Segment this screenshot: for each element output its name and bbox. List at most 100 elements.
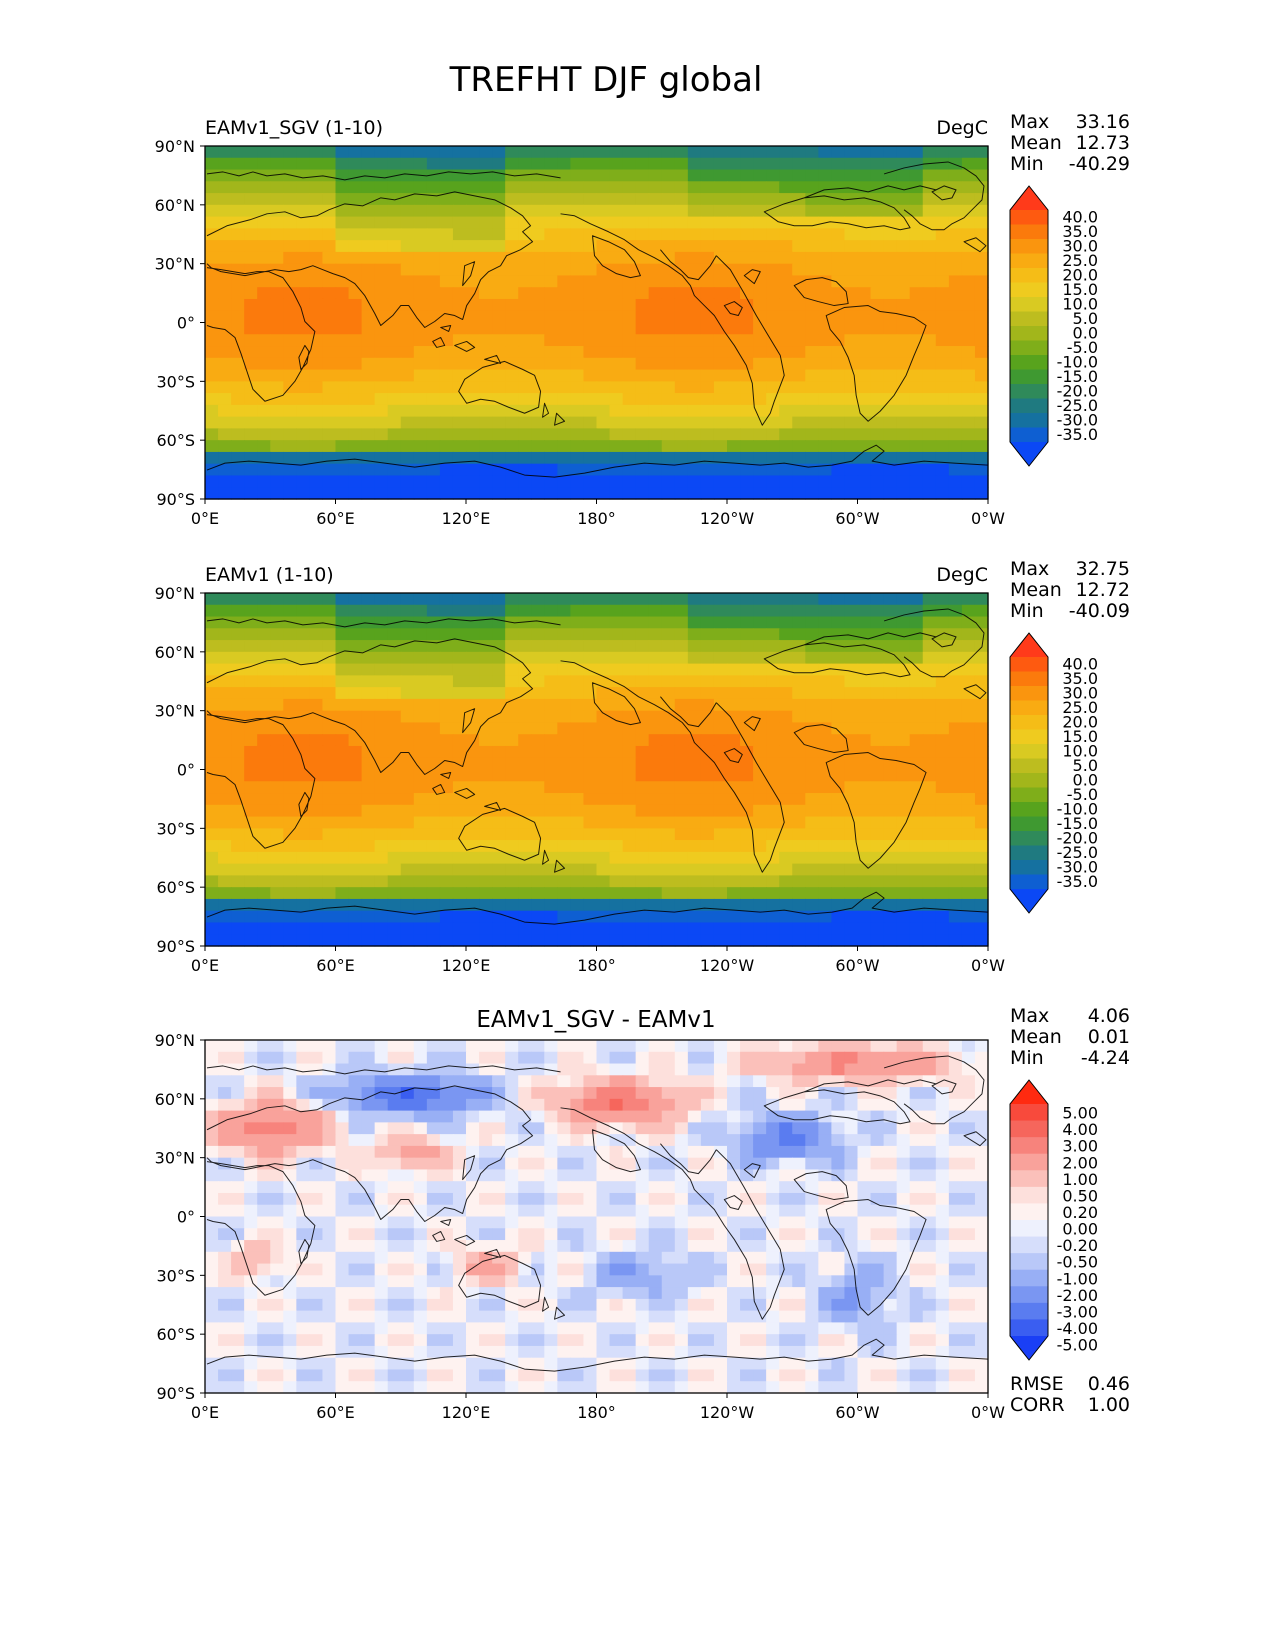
map-cell [257,781,271,794]
map-cell [544,898,558,912]
map-cell [557,334,571,347]
map-cell [452,1216,467,1229]
map-cell [792,346,806,359]
map-cell [713,804,728,818]
map-cell [583,428,598,441]
map-cell [231,675,245,688]
map-cell [557,416,571,429]
map-cell [948,1169,963,1182]
map-cell [661,816,676,829]
map-cell [727,1192,741,1206]
map-cell [531,1192,545,1206]
map-cell [452,475,467,488]
map-cell [727,287,741,300]
map-cell [231,381,245,394]
map-cell [413,1145,428,1159]
map-cell [374,346,389,359]
map-cell [700,1122,715,1135]
map-cell [452,1251,467,1265]
map-cell [479,275,493,288]
map-cell [570,1063,585,1076]
map-cell [713,181,728,194]
map-cell [544,1204,558,1218]
map-cell [400,781,415,794]
map-cell [231,357,245,371]
map-cell [479,593,493,606]
map-cell [818,1063,832,1076]
map-cell [805,1075,819,1088]
map-cell [439,934,454,947]
map-cell [387,769,402,782]
map-cell [505,1110,519,1123]
map-cell [635,169,650,182]
map-cell [309,898,324,912]
map-cell [727,651,741,665]
map-cell [492,828,506,841]
map-cell [609,593,624,606]
map-cell [596,722,611,735]
map-cell [766,769,780,782]
map-cell [479,381,493,394]
map-cell [818,710,832,724]
map-cell [244,1251,258,1265]
map-cell [361,604,376,618]
map-cell [296,1228,310,1241]
map-cell [413,922,428,935]
y-tick-label: 90°N [155,137,195,156]
map-cell [818,346,832,359]
map-cell [413,687,428,700]
map-cell [883,910,898,924]
map-cell [792,651,806,665]
map-cell [635,157,650,171]
map-cell [713,616,728,629]
map-cell [374,451,389,465]
map-cell [648,193,663,206]
map-cell [961,487,976,500]
map-cell [283,334,297,347]
map-cell [661,263,676,277]
map-cell [361,675,376,688]
map-cell [335,1251,350,1265]
map-cell [479,640,493,653]
map-cell [609,298,624,312]
map-cell [896,346,911,359]
map-cell [452,1145,467,1159]
map-cell [322,757,337,771]
map-cell [361,1251,376,1265]
stat-mean-value: 12.72 [1076,579,1130,601]
map-cell [205,1251,219,1265]
map-cell [870,734,885,747]
map-cell [870,1157,885,1171]
map-cell [492,663,506,676]
map-cell [896,1192,911,1206]
map-cell [348,651,363,665]
map-cell [727,146,741,159]
map-cell [883,381,898,394]
map-cell [740,1051,754,1065]
map-cell [270,628,284,641]
map-cell [231,1181,245,1194]
map-cell [361,1263,376,1276]
map-cell [766,851,780,865]
map-cell [609,357,624,371]
map-cell [753,840,767,853]
map-cell [218,169,232,182]
map-cell [296,193,310,206]
map-cell [309,393,324,406]
map-cell [479,922,493,935]
map-cell [387,1110,402,1123]
map-cell [479,1063,493,1076]
map-cell [296,1275,310,1288]
map-cell [466,851,480,865]
map-cell [283,1204,297,1218]
map-cell [518,710,532,724]
map-cell [674,298,689,312]
map-cell [231,275,245,288]
map-cell [727,934,741,947]
map-cell [400,1216,415,1229]
map-cell [439,440,454,453]
map-cell [218,275,232,288]
map-cell [479,1216,493,1229]
map-cell [531,322,545,335]
map-cell [231,887,245,900]
